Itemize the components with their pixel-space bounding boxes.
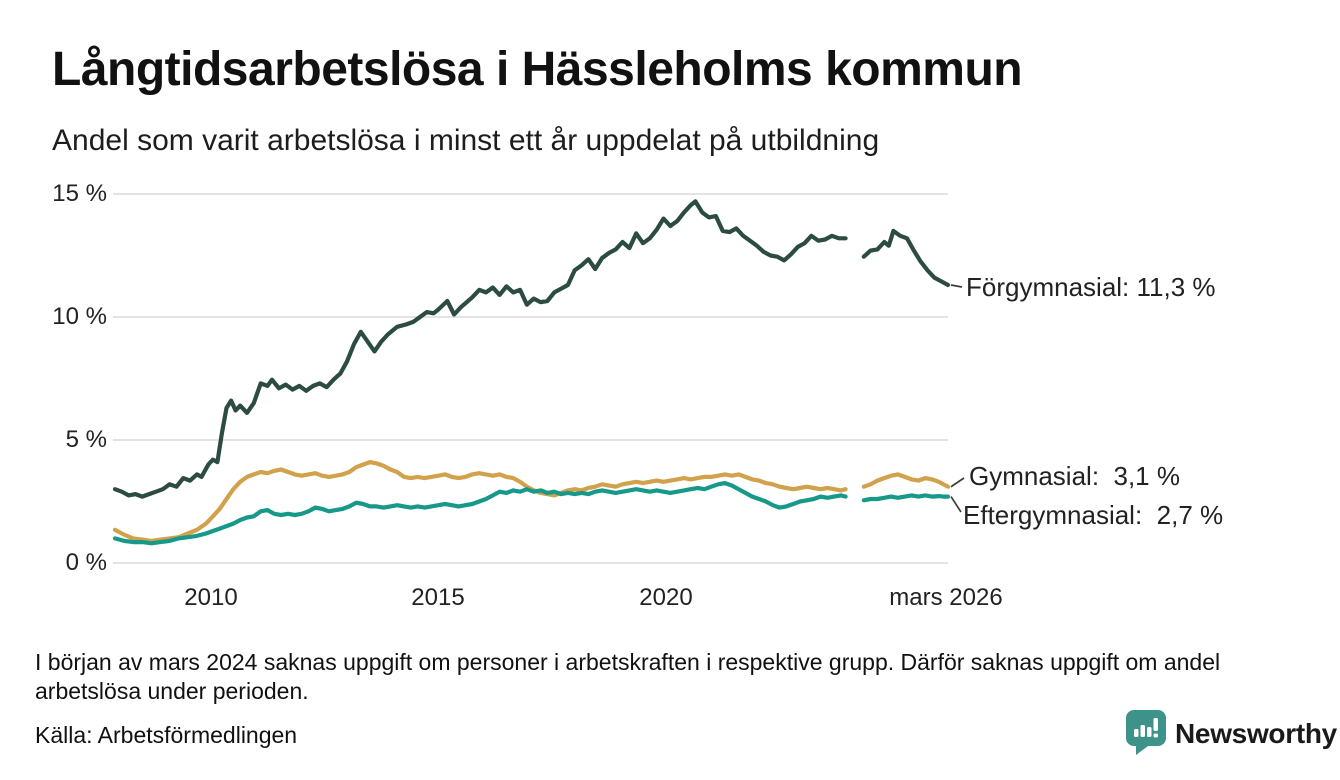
page-subtitle: Andel som varit arbetslösa i minst ett å… (52, 124, 880, 157)
y-axis-tick-label-0: 0 % (65, 549, 107, 576)
page-title: Långtidsarbetslösa i Hässleholms kommun (52, 43, 1023, 96)
series-end-label-gymnasial: Gymnasial: 3,1 % (969, 461, 1180, 491)
newsworthy-icon (1126, 710, 1166, 755)
y-axis-tick-label-5: 5 % (65, 426, 107, 453)
series-end-label-forgymnasial: Förgymnasial: 11,3 % (966, 272, 1216, 302)
x-axis-tick-label-2015: 2015 (411, 584, 465, 611)
y-axis-tick-label-15: 15 % (52, 180, 107, 207)
source-attribution: Källa: Arbetsförmedlingen (35, 722, 298, 748)
newsworthy-wordmark: Newsworthy (1175, 717, 1337, 749)
footnote: I början av mars 2024 saknas uppgift om … (35, 649, 1221, 704)
series-end-label-eftergymnasial: Eftergymnasial: 2,7 % (963, 500, 1224, 530)
x-axis-tick-label-mars-2026: mars 2026 (889, 584, 1003, 611)
newsworthy-logo: Newsworthy (1126, 710, 1337, 755)
x-axis-tick-label-2020: 2020 (639, 584, 693, 611)
y-axis-tick-label-10: 10 % (52, 303, 107, 330)
x-axis-tick-label-2010: 2010 (184, 584, 238, 611)
